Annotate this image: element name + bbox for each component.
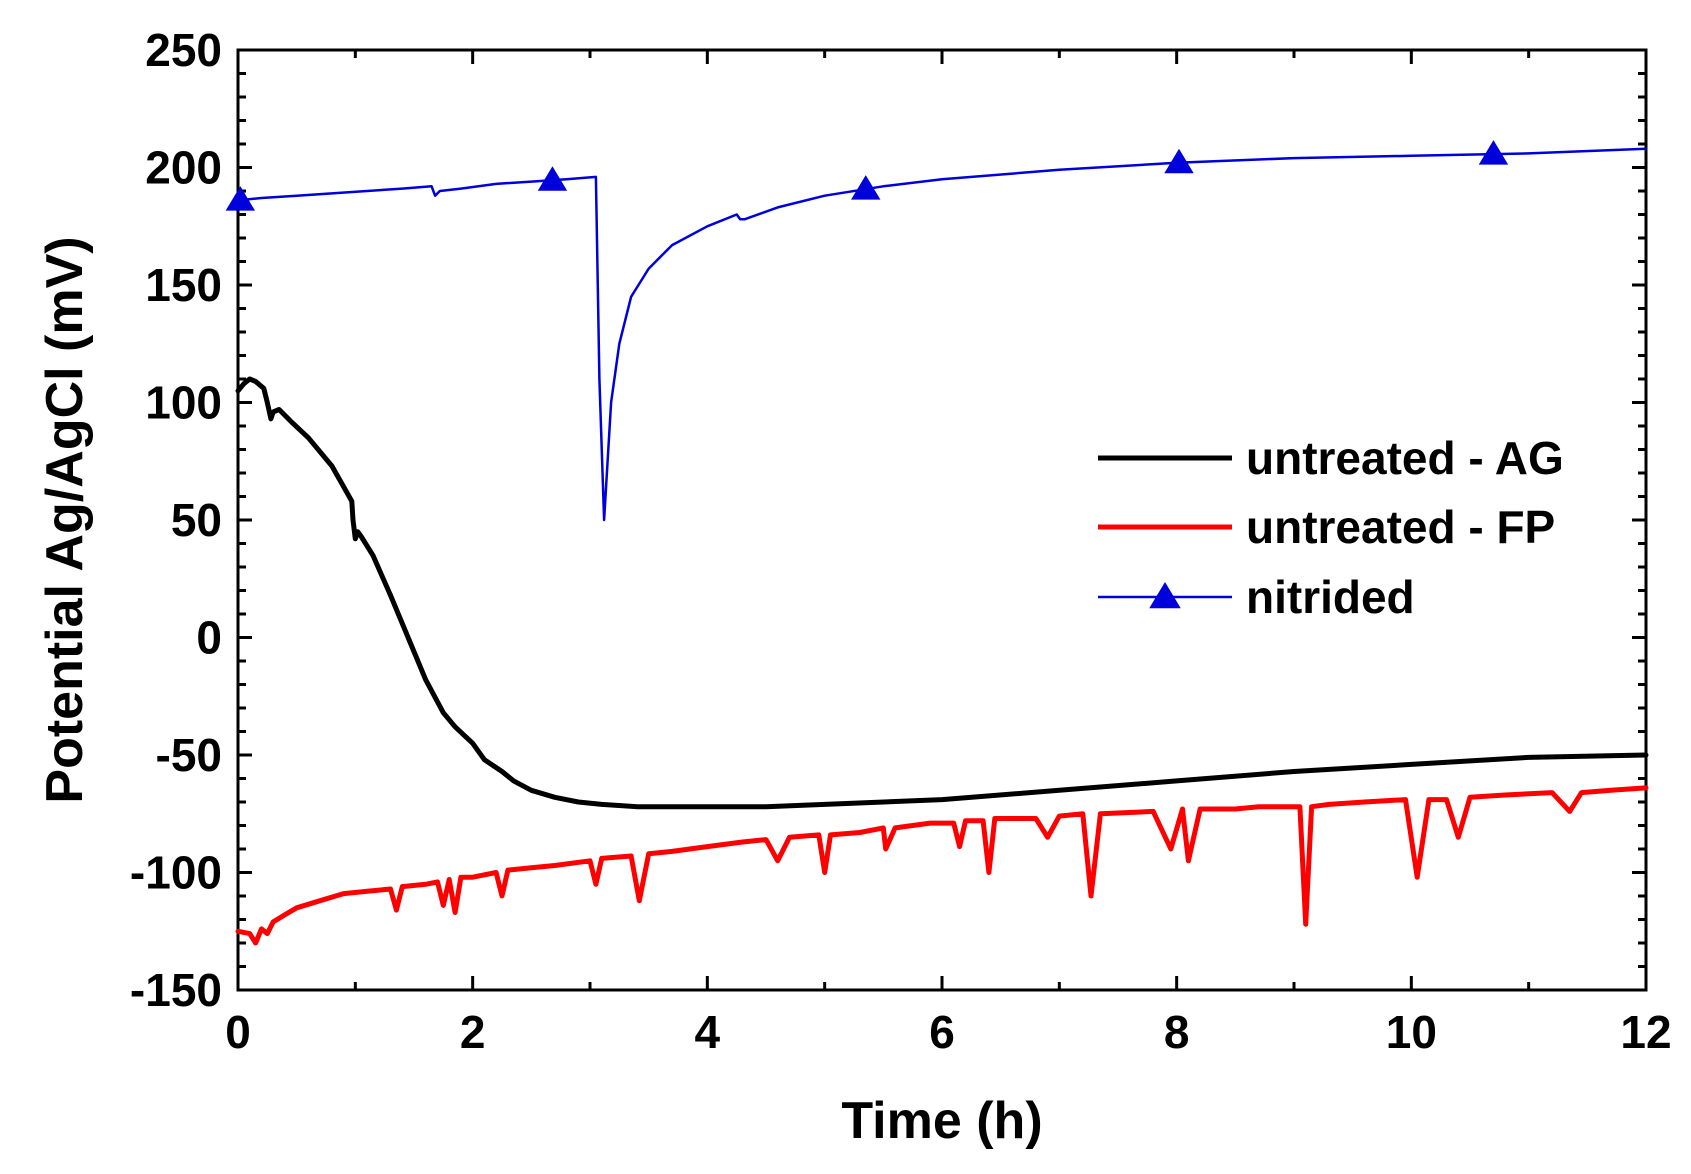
y-axis-title: Potential Ag/AgCl (mV) <box>36 236 94 803</box>
y-tick-label: 200 <box>145 142 222 194</box>
y-tick-label: 0 <box>196 612 222 664</box>
series-marker <box>1164 148 1194 174</box>
x-tick-label: 12 <box>1620 1006 1671 1058</box>
legend-label-3: nitrided <box>1246 571 1415 623</box>
y-tick-label: 100 <box>145 377 222 429</box>
series-line-3 <box>236 147 1648 522</box>
series-line-2 <box>235 785 1649 946</box>
y-tick-label: 50 <box>171 494 222 546</box>
legend-label-2: untreated - FP <box>1246 501 1555 553</box>
x-tick-label: 10 <box>1386 1006 1437 1058</box>
legend: untreated - AG untreated - FP nitrided <box>1098 432 1564 623</box>
legend-marker <box>1149 582 1181 609</box>
x-tick-label: 4 <box>695 1006 721 1058</box>
series-line-1 <box>235 376 1649 810</box>
x-axis-title: Time (h) <box>841 1092 1042 1150</box>
series-marker <box>851 175 881 200</box>
y-tick-label: 150 <box>145 259 222 311</box>
x-tick-label: 0 <box>225 1006 251 1058</box>
y-tick-label: -150 <box>130 964 222 1016</box>
x-tick-label: 2 <box>460 1006 486 1058</box>
y-tick-label: -100 <box>130 847 222 899</box>
series-marker <box>537 166 568 191</box>
x-tick-label: 8 <box>1164 1006 1190 1058</box>
series-layer <box>225 140 1649 946</box>
y-tick-label: 250 <box>145 24 222 76</box>
series-marker <box>225 186 256 211</box>
series-marker <box>1478 140 1509 165</box>
axes: 0 2 4 6 8 10 12 250 200 150 100 50 0 -50 -100 -150 Time … <box>36 24 1672 1150</box>
y-tick-label: -50 <box>156 729 222 781</box>
x-tick-label: 6 <box>929 1006 955 1058</box>
legend-label-1: untreated - AG <box>1246 432 1564 484</box>
